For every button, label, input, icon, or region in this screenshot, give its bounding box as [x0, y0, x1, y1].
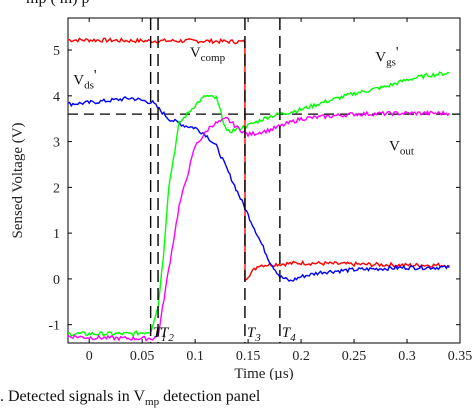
x-axis: 0 0.05 0.1 0.15 0.2 0.25 0.3 0.35 — [86, 18, 473, 364]
y-tick-label: 3 — [53, 136, 60, 151]
y-tick-label: 5 — [53, 44, 60, 59]
figure-caption: . Detected signals in Vmp detection pane… — [0, 388, 260, 408]
series-line-vds — [67, 96, 450, 283]
series-label-gs: Vgs' — [375, 44, 399, 68]
y-tick-label: 2 — [53, 181, 60, 196]
series-layer — [67, 37, 450, 342]
series-line-vcomp — [67, 37, 450, 282]
x-tick-label: 0.3 — [398, 349, 416, 364]
plot-frame — [67, 17, 461, 344]
x-tick-label: 0.05 — [130, 349, 155, 364]
x-tick-label: 0 — [86, 349, 93, 364]
series-line-vout — [67, 110, 450, 342]
series-label-out: Vout — [389, 139, 414, 158]
x-tick-label: 0.2 — [292, 349, 310, 364]
marker-label-t2: T2 — [160, 325, 174, 344]
y-axis-title: Sensed Voltage (V) — [10, 122, 26, 238]
series-label-comp: Vcomp — [190, 45, 226, 64]
x-tick-label: 0.25 — [342, 349, 367, 364]
x-tick-label: 0.35 — [448, 349, 473, 364]
y-tick-label: 0 — [53, 273, 60, 288]
series-label-ds: Vds' — [73, 67, 97, 91]
x-axis-title: Time (µs) — [234, 366, 293, 380]
top-caption-fragment: mp ( m) p — [26, 0, 90, 8]
series-line-vgs — [67, 71, 450, 338]
series-label-layer: Vcomp Vds' Vgs' Vout — [73, 44, 414, 157]
y-tick-label: -1 — [48, 319, 60, 334]
caption-text: . Detected signals in V — [0, 388, 146, 405]
marker-label-t3: T3 — [247, 325, 261, 344]
caption-tail: detection panel — [159, 388, 261, 405]
marker-label-t4: T4 — [282, 325, 296, 344]
y-tick-label: 4 — [53, 90, 60, 105]
caption-subscript: mp — [145, 396, 160, 409]
y-axis: -1 0 1 2 3 4 5 — [48, 44, 460, 334]
y-tick-label: 1 — [53, 227, 60, 242]
x-tick-label: 0.15 — [236, 349, 261, 364]
x-tick-label: 0.1 — [186, 349, 204, 364]
